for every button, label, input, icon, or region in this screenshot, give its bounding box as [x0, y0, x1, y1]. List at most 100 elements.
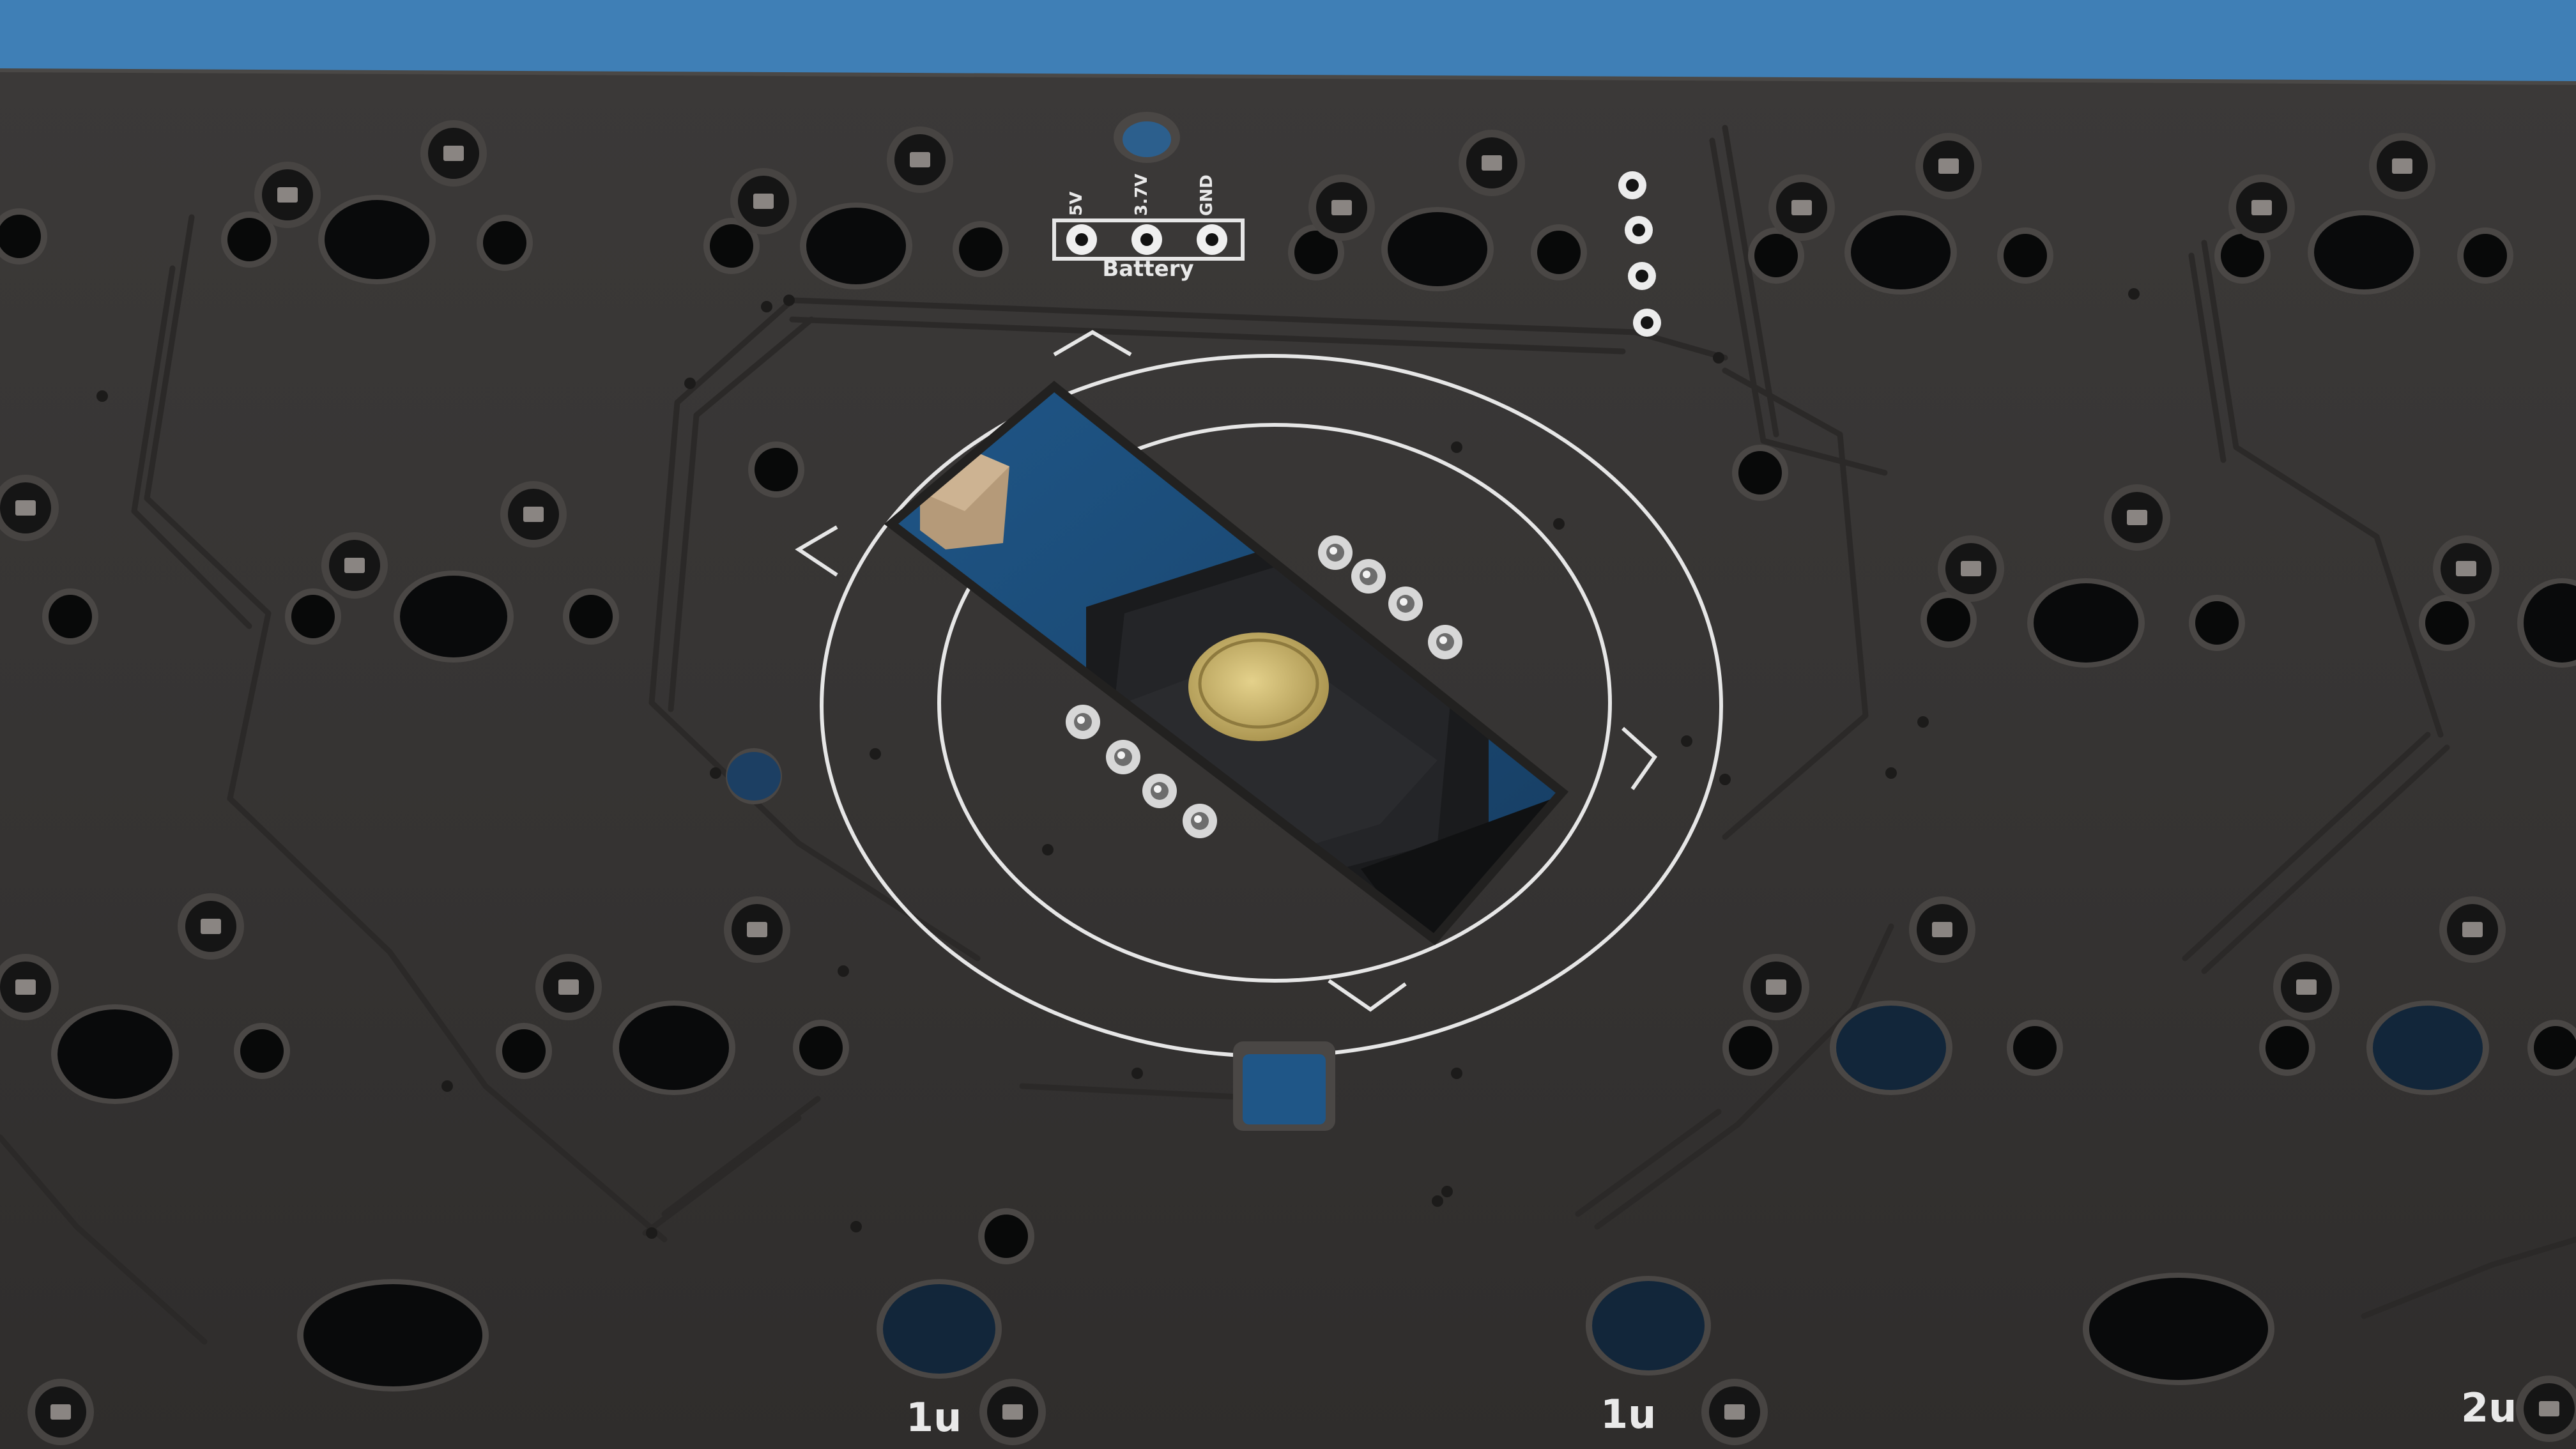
- solder-pad: [2456, 561, 2476, 576]
- switch-stem-hole: [303, 1284, 482, 1386]
- switch-stem-hole: [1836, 1006, 1946, 1090]
- peg-hole: [569, 595, 613, 638]
- copper-contact: [1188, 632, 1329, 741]
- via: [96, 390, 108, 402]
- solder-pad: [1002, 1404, 1023, 1420]
- solder-pad: [1932, 922, 1952, 937]
- solder-pad: [443, 146, 464, 161]
- peg-hole: [1738, 451, 1782, 494]
- switch-stem-hole: [1388, 212, 1487, 286]
- side-pin-column: [1618, 171, 1661, 337]
- solder-pad: [1766, 979, 1786, 995]
- via: [1917, 716, 1929, 728]
- battery-pin-label-5v: 5V: [1067, 192, 1086, 216]
- through-hole: [727, 752, 781, 801]
- via: [646, 1227, 657, 1239]
- solder-pad: [910, 152, 930, 167]
- peg-hole: [755, 448, 798, 491]
- switch-stem-hole: [400, 576, 507, 657]
- solder-pad: [523, 507, 544, 522]
- via: [783, 295, 795, 306]
- peg-hole: [483, 221, 526, 264]
- solder-pad: [1791, 200, 1812, 215]
- switch-stem-hole: [1851, 215, 1951, 289]
- key-size-label-3: 2u: [2461, 1384, 2517, 1431]
- battery-header-title: Battery: [1102, 256, 1193, 282]
- via: [1451, 1068, 1462, 1079]
- peg-hole: [2013, 1026, 2057, 1070]
- via: [1719, 774, 1731, 785]
- header-pin-highlight: [1154, 785, 1162, 793]
- top-mount-hole: [1114, 112, 1180, 163]
- switch-stem-hole: [2314, 215, 2414, 289]
- via: [1441, 1186, 1453, 1197]
- peg-hole: [0, 215, 41, 258]
- peg-hole: [2266, 1026, 2309, 1070]
- peg-hole: [2221, 234, 2264, 277]
- header-pin-highlight: [1400, 598, 1407, 606]
- peg-hole: [227, 218, 271, 261]
- via: [850, 1221, 862, 1232]
- switch-stem-hole: [619, 1006, 729, 1090]
- key-size-label-2: 1u: [1600, 1391, 1656, 1438]
- solder-pad: [1724, 1404, 1745, 1420]
- switch-holes: [0, 120, 2576, 1445]
- via: [710, 767, 721, 779]
- via: [1451, 441, 1462, 453]
- via: [838, 965, 849, 977]
- switch-stem-hole: [2089, 1278, 2268, 1380]
- peg-hole: [2464, 234, 2507, 277]
- switch-stem-hole: [883, 1284, 995, 1374]
- via: [1131, 1068, 1143, 1079]
- solder-pad: [1331, 200, 1352, 215]
- peg-hole: [1927, 598, 1970, 641]
- peg-hole: [799, 1026, 843, 1070]
- peg-hole: [2534, 1026, 2576, 1070]
- peg-hole: [1754, 234, 1798, 277]
- solder-pad: [50, 1404, 71, 1420]
- via: [1432, 1195, 1443, 1207]
- solder-pad: [2392, 158, 2412, 174]
- pin-headers: [1066, 535, 1462, 838]
- via: [684, 378, 696, 389]
- switch-stem-hole: [2373, 1006, 2483, 1090]
- bottom-slot: [1233, 1041, 1335, 1131]
- switch-stem-hole: [806, 208, 906, 284]
- solder-pad: [2539, 1401, 2559, 1416]
- via: [1553, 518, 1565, 530]
- solder-pad: [15, 500, 36, 516]
- switch-stem-hole: [2524, 583, 2576, 663]
- pcb-traces: [0, 125, 2576, 1345]
- via: [1042, 844, 1054, 855]
- peg-hole: [49, 595, 92, 638]
- solder-pad: [277, 187, 298, 203]
- solder-pad: [201, 919, 221, 934]
- header-pin-highlight: [1330, 547, 1337, 555]
- peg-hole: [1729, 1026, 1772, 1070]
- switch-stem-hole: [325, 200, 429, 279]
- header-pin-highlight: [1077, 716, 1085, 724]
- via: [870, 748, 881, 760]
- via: [2128, 288, 2140, 300]
- solder-pad: [15, 979, 36, 995]
- solder-pad: [2296, 979, 2317, 995]
- solder-pad: [558, 979, 579, 995]
- peg-hole: [2004, 234, 2047, 277]
- peg-hole: [502, 1029, 546, 1073]
- peg-hole: [985, 1215, 1028, 1258]
- switch-stem-hole: [1592, 1281, 1705, 1370]
- via: [441, 1080, 453, 1092]
- key-size-label-1: 1u: [906, 1394, 962, 1441]
- peg-hole: [2195, 601, 2239, 645]
- via: [761, 301, 772, 312]
- header-pin-highlight: [1439, 636, 1447, 644]
- peg-hole: [1537, 231, 1581, 274]
- vias: [96, 288, 2140, 1239]
- via: [1885, 767, 1897, 779]
- peg-hole: [240, 1029, 284, 1073]
- solder-pad: [1961, 561, 1981, 576]
- solder-pad: [2127, 510, 2147, 525]
- peg-hole: [1294, 231, 1338, 274]
- header-pin-highlight: [1117, 751, 1125, 759]
